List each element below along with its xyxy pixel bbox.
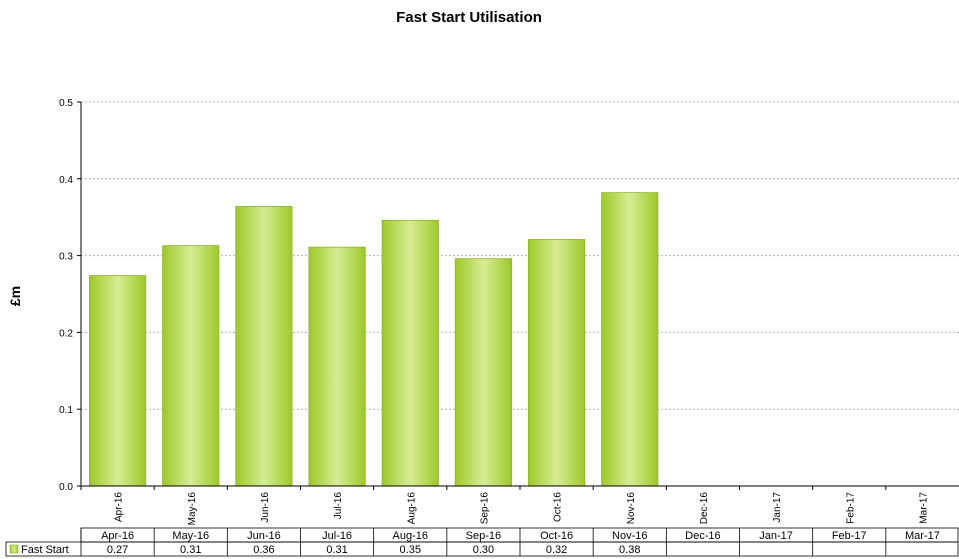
table-header-cell: Apr-16 — [101, 530, 134, 542]
legend-series-name: Fast Start — [21, 544, 69, 556]
table-value-cell: 0.31 — [326, 544, 347, 556]
y-tick-label: 0.5 — [59, 98, 73, 109]
table-header-cell: Nov-16 — [612, 530, 647, 542]
table-value-cell: 0.27 — [107, 544, 128, 556]
table-header-cell: Sep-16 — [466, 530, 501, 542]
x-tick-label: Jun-16 — [260, 492, 271, 523]
x-tick-label: May-16 — [187, 492, 198, 526]
bar-jul-16 — [308, 246, 366, 487]
x-tick-label: Dec-16 — [699, 492, 710, 525]
table-series-row — [5, 541, 959, 557]
x-tick-label: Apr-16 — [114, 492, 125, 522]
bar-nov-16 — [601, 192, 659, 487]
bar-oct-16 — [528, 239, 586, 487]
x-tick-labels: Apr-16 May-16 Jun-16 Jul-16 Aug-16 Sep-16 Oct-… — [80, 486, 929, 526]
y-tick-labels: 0.0 0.1 0.2 0.3 0.4 0.5 — [59, 98, 73, 493]
y-axis-label: £m — [7, 286, 23, 306]
x-tick-label: Mar-17 — [918, 492, 929, 524]
x-tick-label: Oct-16 — [553, 492, 564, 522]
x-tick-label: Feb-17 — [845, 492, 856, 524]
y-tick-label: 0.3 — [59, 252, 73, 263]
y-tick-label: 0.1 — [59, 405, 73, 416]
x-tick-label: Aug-16 — [406, 492, 417, 525]
data-table: Apr-16 0.27 May-16 0.31 Jun-16 0.36 Jul-16 0.31… — [5, 527, 959, 557]
x-tick-label: Jan-17 — [772, 492, 783, 523]
x-tick-label: Jul-16 — [333, 492, 344, 520]
table-header-row — [80, 527, 959, 543]
x-tick-label: Nov-16 — [626, 492, 637, 525]
bars — [89, 192, 659, 487]
table-value-cell: 0.35 — [400, 544, 421, 556]
y-tick-label: 0.4 — [59, 175, 73, 186]
chart-title: Fast Start Utilisation — [396, 9, 542, 26]
table-value-cell: 0.32 — [546, 544, 567, 556]
bar-apr-16 — [89, 275, 147, 487]
bar-may-16 — [162, 245, 220, 487]
bar-sep-16 — [454, 258, 512, 487]
table-header-cell: Feb-17 — [832, 530, 867, 542]
y-tick-label: 0.0 — [59, 482, 73, 493]
legend-swatch — [9, 544, 19, 554]
table-value-cell: 0.31 — [180, 544, 201, 556]
table-value-cell: 0.36 — [253, 544, 274, 556]
table-header-cell: Mar-17 — [905, 530, 940, 542]
table-header-cell: Oct-16 — [540, 530, 573, 542]
bar-aug-16 — [381, 219, 439, 487]
gridlines — [77, 101, 959, 487]
table-header-cell: Jan-17 — [759, 530, 793, 542]
table-header-cell: Dec-16 — [685, 530, 720, 542]
table-header-cell: Jul-16 — [322, 530, 352, 542]
table-header-cell: Jun-16 — [247, 530, 281, 542]
y-tick-label: 0.2 — [59, 328, 73, 339]
table-value-cell: 0.38 — [619, 544, 640, 556]
table-header-cell: Aug-16 — [393, 530, 428, 542]
table-value-cell: 0.30 — [473, 544, 494, 556]
table-header-cell: May-16 — [172, 530, 209, 542]
bar-jun-16 — [235, 206, 293, 487]
x-tick-label: Sep-16 — [479, 492, 490, 525]
